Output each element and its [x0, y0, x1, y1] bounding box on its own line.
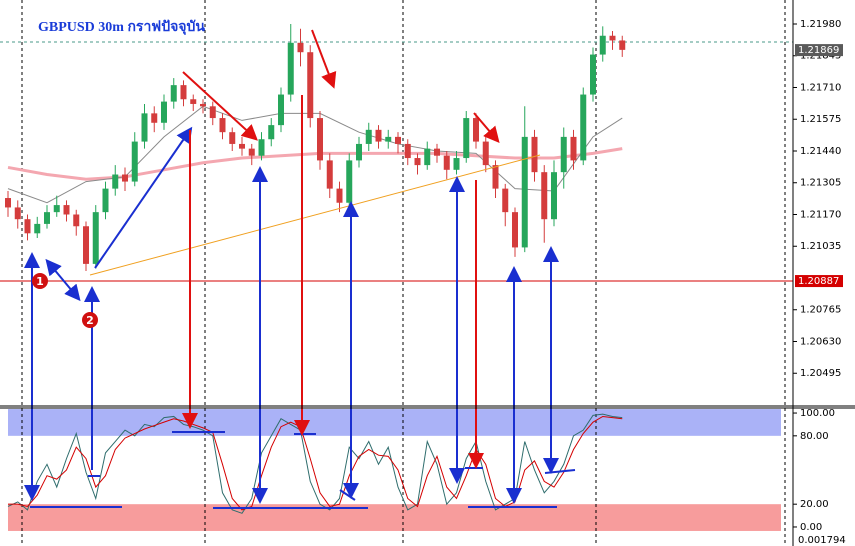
- candle-body: [599, 35, 606, 55]
- candle-body: [531, 136, 538, 173]
- candle-body: [141, 113, 148, 142]
- y-tick-label: 1.21170: [800, 209, 841, 220]
- y-tick-label: 1.20495: [800, 368, 841, 379]
- candle-body: [346, 160, 353, 203]
- candle-body: [102, 188, 109, 213]
- y-tick-label: 100.00: [800, 408, 835, 419]
- candle-body: [170, 85, 177, 102]
- level-band: [8, 504, 781, 531]
- candle-body: [258, 139, 265, 156]
- candle-body: [297, 42, 304, 53]
- candle-body: [473, 118, 479, 142]
- y-tick-label: 80.00: [800, 431, 829, 442]
- background: [8, 409, 781, 531]
- candle-body: [443, 155, 450, 170]
- y-tick-label: 20.00: [800, 499, 829, 510]
- candle-body: [541, 172, 548, 220]
- plot: [0, 23, 793, 514]
- candle-body: [209, 106, 216, 119]
- marker-label: 2: [86, 314, 94, 327]
- candle-body: [83, 226, 89, 264]
- candle-body: [287, 42, 294, 95]
- y-tick-label: 1.21035: [800, 241, 841, 252]
- candle-body: [590, 54, 596, 95]
- candle-body: [512, 212, 518, 248]
- candle-body: [131, 141, 138, 182]
- candle-body: [570, 136, 577, 161]
- y-tick-label: 1.21980: [800, 19, 841, 30]
- candle-body: [609, 35, 616, 41]
- candle-body: [521, 136, 528, 248]
- candle-body: [307, 52, 314, 119]
- candle-body: [92, 212, 99, 264]
- period-separators: [21, 0, 786, 546]
- moving-average: [7, 147, 623, 181]
- candle-body: [404, 143, 411, 159]
- y-tick-label: 1.21305: [800, 178, 841, 189]
- candle-body: [53, 205, 60, 213]
- price-axis: 1.21980 1.21845 1.21710 1.21575 1.21440 1.213…: [793, 19, 846, 546]
- level-label-box: [795, 275, 843, 288]
- candle-body: [395, 136, 401, 144]
- scale-label: 0.001794: [798, 535, 846, 546]
- candle-body: [502, 188, 509, 213]
- candle-body: [619, 40, 626, 50]
- marker-label: 1: [36, 275, 44, 288]
- candle-body: [180, 85, 187, 100]
- candle-body: [365, 129, 372, 144]
- candle-body: [580, 94, 587, 161]
- candle-body: [122, 174, 128, 182]
- candle-body: [326, 160, 333, 189]
- y-tick-label: 1.21845: [800, 51, 841, 62]
- candle-body: [200, 103, 206, 107]
- candle-body: [268, 125, 275, 140]
- candle-body: [229, 132, 236, 144]
- candle-body: [5, 198, 11, 208]
- level-band: [8, 409, 781, 436]
- candle-body: [453, 158, 460, 170]
- candle-body: [161, 101, 167, 123]
- candle-body: [14, 207, 21, 220]
- candle-body: [34, 223, 41, 234]
- y-tick-label: 1.21575: [800, 114, 841, 125]
- candle-body: [44, 212, 50, 224]
- candle-body: [560, 136, 567, 173]
- candle-body: [248, 148, 255, 156]
- candle-body: [551, 172, 557, 220]
- candle-body: [151, 113, 158, 123]
- candle-body: [239, 143, 245, 149]
- candle-body: [336, 188, 343, 203]
- candle-body: [317, 118, 323, 161]
- y-tick-label: 1.20630: [800, 336, 841, 347]
- candle-body: [63, 205, 70, 215]
- candle-body: [482, 141, 489, 166]
- level-label: 1.20887: [798, 276, 839, 287]
- candle-body: [278, 94, 284, 126]
- last-price-label: 1.21869: [798, 45, 839, 56]
- candle-body: [385, 136, 392, 142]
- candle-body: [219, 118, 226, 133]
- y-tick-label: 1.20765: [800, 305, 841, 316]
- candle-body: [356, 143, 362, 161]
- y-tick-label: 0.00: [800, 522, 822, 533]
- candle-body: [424, 148, 431, 166]
- candle-body: [434, 148, 440, 156]
- candle-body: [112, 174, 119, 189]
- candle-body: [375, 129, 382, 142]
- y-tick-label: 1.21710: [800, 82, 841, 93]
- last-price-box: [795, 44, 843, 57]
- y-tick-label: 1.21440: [800, 146, 841, 157]
- candle-body: [463, 118, 470, 159]
- candle-body: [414, 158, 421, 166]
- candle-body: [73, 214, 80, 227]
- candle-body: [492, 165, 499, 189]
- chart-title: GBPUSD 30m กราฟปัจจุบัน: [38, 19, 205, 35]
- candle-body: [190, 99, 197, 104]
- annotations: [24, 29, 576, 509]
- candle-body: [24, 219, 31, 234]
